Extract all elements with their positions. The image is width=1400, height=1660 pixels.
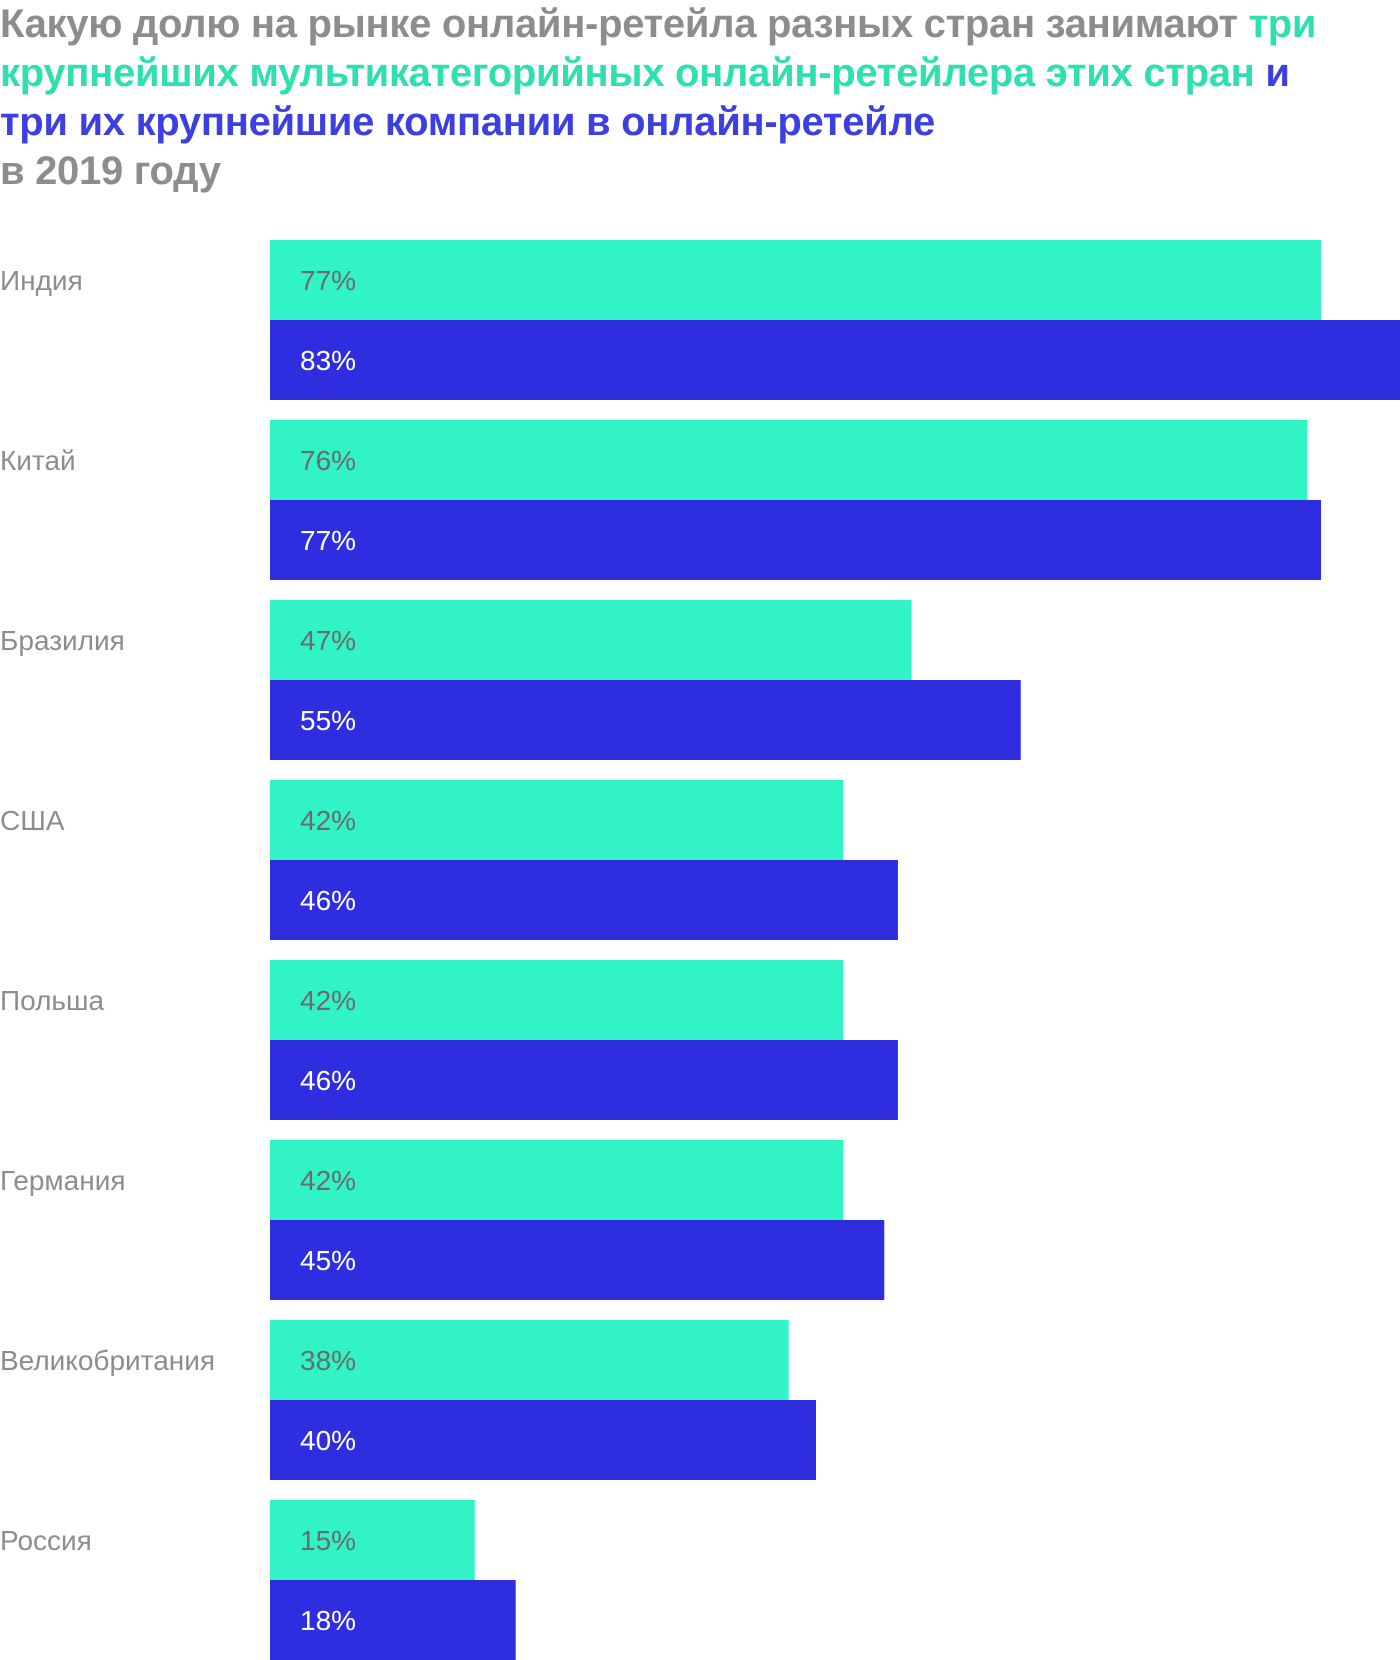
bar-series-2: [270, 320, 1400, 400]
title-part-series2: и три их крупнейшие компании в онлайн-ре…: [0, 51, 1290, 144]
category-label: Польша: [0, 985, 104, 1016]
data-label: 45%: [300, 1245, 356, 1276]
data-label: 38%: [300, 1345, 356, 1376]
data-label: 55%: [300, 705, 356, 736]
bar-series-2: [270, 860, 898, 940]
bar-series-1: [270, 600, 912, 680]
category-label: Великобритания: [0, 1345, 215, 1376]
bar-series-1: [270, 960, 844, 1040]
category-label: Германия: [0, 1165, 126, 1196]
bar-series-1: [270, 780, 844, 860]
bar-series-2: [270, 1580, 516, 1660]
data-label: 42%: [300, 985, 356, 1016]
bar-series-2: [270, 1220, 885, 1300]
bar-series-2: [270, 680, 1021, 760]
title-part-series1: три крупнейших мультикатегорийных онлайн…: [0, 2, 1317, 95]
chart-title: Какую долю на рынке онлайн-ретейла разны…: [0, 0, 1340, 196]
category-label: США: [0, 805, 65, 836]
data-label: 42%: [300, 805, 356, 836]
bar-series-2: [270, 1040, 898, 1120]
data-label: 18%: [300, 1605, 356, 1636]
category-label: Китай: [0, 445, 76, 476]
data-label: 83%: [300, 345, 356, 376]
category-label: Бразилия: [0, 625, 125, 656]
data-label: 77%: [300, 525, 356, 556]
data-label: 42%: [300, 1165, 356, 1196]
bar-series-2: [270, 1400, 816, 1480]
bar-series-1: [270, 1140, 844, 1220]
bar-series-1: [270, 1320, 789, 1400]
title-part-gray: Какую долю на рынке онлайн-ретейла разны…: [0, 2, 1249, 46]
category-label: Индия: [0, 265, 83, 296]
title-part-year: в 2019 году: [0, 149, 221, 193]
data-label: 76%: [300, 445, 356, 476]
data-label: 47%: [300, 625, 356, 656]
bar-series-1: [270, 420, 1308, 500]
data-label: 77%: [300, 265, 356, 296]
category-label: Россия: [0, 1525, 92, 1556]
data-label: 15%: [300, 1525, 356, 1556]
bar-series-2: [270, 500, 1322, 580]
data-label: 46%: [300, 885, 356, 916]
bar-series-1: [270, 1500, 475, 1580]
data-label: 46%: [300, 1065, 356, 1096]
bar-series-1: [270, 240, 1322, 320]
data-label: 40%: [300, 1425, 356, 1456]
